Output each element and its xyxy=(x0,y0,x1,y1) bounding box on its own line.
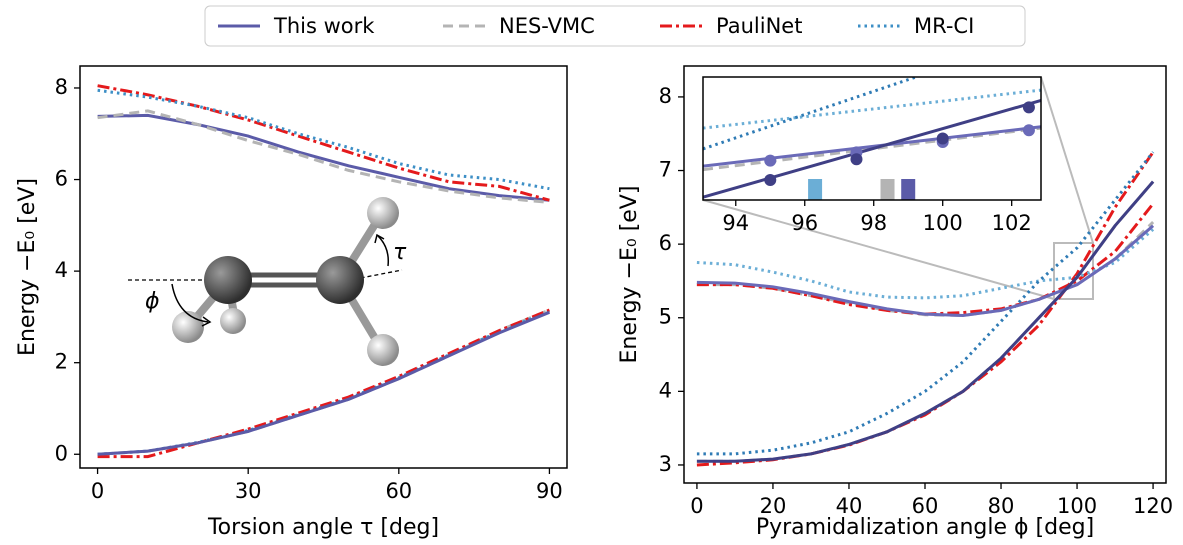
crossing-marker xyxy=(808,179,823,200)
series-line xyxy=(97,109,550,204)
series-line xyxy=(97,113,550,202)
molecule xyxy=(128,197,403,366)
x-tick-label: 90 xyxy=(536,479,563,503)
x-tick-label: 98 xyxy=(860,211,887,235)
series-line xyxy=(703,77,921,151)
crossing-marker xyxy=(901,179,916,200)
point xyxy=(1022,101,1035,114)
plot-area: 94 96 98 100 102 xyxy=(702,76,1042,235)
frame xyxy=(702,76,1042,201)
x-tick-label: 20 xyxy=(760,494,787,518)
y-tick-label: 0 xyxy=(55,441,68,465)
y-tick-label: 8 xyxy=(659,84,672,108)
point xyxy=(764,173,777,186)
y-tick-label: 5 xyxy=(659,305,672,329)
phi-label: ϕ xyxy=(145,289,160,314)
inset-background xyxy=(703,77,1041,200)
series-line xyxy=(97,308,550,456)
zoom-box xyxy=(1053,242,1094,300)
x-tick-label: 30 xyxy=(235,479,262,503)
x-tick-label: 60 xyxy=(912,494,939,518)
series-line xyxy=(703,125,1041,168)
lines xyxy=(696,151,1155,467)
x-tick-label: 80 xyxy=(988,494,1015,518)
legend-label: This work xyxy=(273,14,375,38)
legend-label: PauliNet xyxy=(716,14,802,38)
series-line xyxy=(97,310,550,456)
x-tick-label: 100 xyxy=(1057,494,1097,518)
legend-box xyxy=(204,5,1026,47)
y-tick-label: 6 xyxy=(659,231,672,255)
point xyxy=(936,132,949,145)
lines xyxy=(97,84,550,459)
series-line xyxy=(703,99,1041,199)
series-line xyxy=(696,151,1155,456)
x-axis-label: Torsion angle τ [deg] xyxy=(207,515,439,540)
x-tick-label: 120 xyxy=(1133,494,1173,518)
y-tick-label: 2 xyxy=(55,350,68,374)
point xyxy=(764,154,777,167)
series-line xyxy=(97,88,550,191)
x-tick-label: 0 xyxy=(690,494,703,518)
series-line xyxy=(696,180,1155,463)
series-line xyxy=(97,84,550,202)
x-tick-label: 100 xyxy=(923,211,963,235)
point xyxy=(850,153,863,166)
plot-area: 0 30 60 90 0 2 4 6 8 xyxy=(55,65,568,503)
frame xyxy=(79,65,568,469)
x-tick-label: 102 xyxy=(992,211,1032,235)
series-line xyxy=(97,308,550,459)
legend-label: NES-VMC xyxy=(499,14,595,38)
point xyxy=(1022,124,1035,137)
x-tick-label: 96 xyxy=(791,211,818,235)
y-tick-label: 8 xyxy=(55,75,68,99)
legend-label: MR-CI xyxy=(914,14,974,38)
x-tick-label: 60 xyxy=(385,479,412,503)
crossing-marker xyxy=(880,179,895,200)
x-tick-label: 94 xyxy=(722,211,749,235)
plot-area: 0 20 40 60 80 100 120 3 4 5 6 7 8 xyxy=(659,65,1173,518)
x-tick-label: 0 xyxy=(91,479,104,503)
y-tick-label: 4 xyxy=(659,378,672,402)
y-axis-label: Energy −E₀ [eV] xyxy=(15,178,40,356)
y-axis-label: Energy −E₀ [eV] xyxy=(617,186,642,364)
series-line xyxy=(703,126,1041,172)
y-tick-label: 3 xyxy=(659,452,672,476)
series-line xyxy=(696,224,1155,318)
y-tick-label: 4 xyxy=(55,258,68,282)
zoom-connector xyxy=(702,199,1055,300)
series-line xyxy=(703,88,1041,130)
tau-label: τ xyxy=(393,240,407,265)
y-tick-label: 6 xyxy=(55,167,68,191)
lines xyxy=(703,77,1041,199)
zoom-connector xyxy=(1040,76,1094,244)
series-line xyxy=(97,310,550,456)
y-tick-label: 7 xyxy=(659,158,672,182)
x-tick-label: 40 xyxy=(836,494,863,518)
x-axis-label: Pyramidalization angle ϕ [deg] xyxy=(756,515,1094,540)
